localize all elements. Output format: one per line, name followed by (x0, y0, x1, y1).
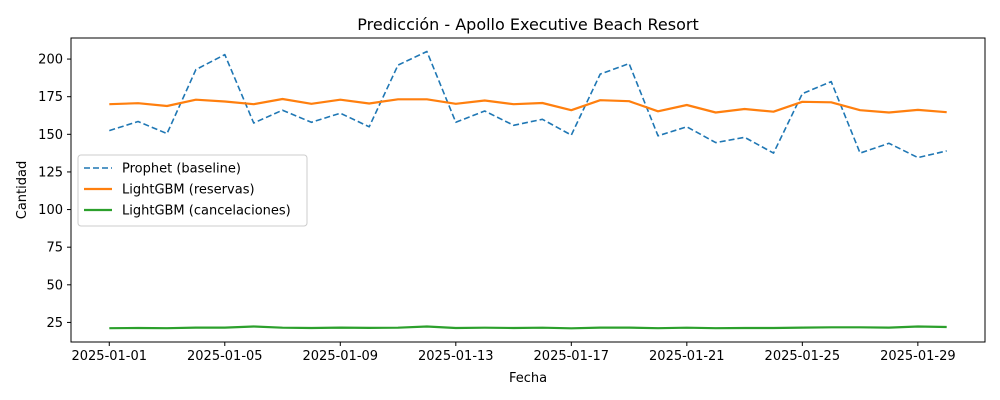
legend-label: LightGBM (cancelaciones) (122, 204, 291, 219)
legend-label: Prophet (baseline) (122, 162, 241, 177)
y-tick-label: 100 (38, 203, 63, 218)
y-tick-label: 75 (46, 241, 63, 256)
x-tick-label: 2025-01-09 (303, 349, 379, 364)
y-tick-label: 175 (38, 90, 63, 105)
y-axis: 25 50 75 100 125 150 175 200 (38, 53, 71, 331)
plot-area (109, 50, 947, 330)
x-tick-label: 2025-01-13 (418, 349, 494, 364)
x-tick-label: 2025-01-17 (534, 349, 610, 364)
plot-frame (70, 37, 986, 343)
legend-label: LightGBM (reservas) (122, 183, 255, 198)
y-tick-label: 125 (38, 165, 63, 180)
y-tick-label: 150 (38, 128, 63, 143)
x-tick-label: 2025-01-05 (187, 349, 263, 364)
series-line-3 (109, 325, 947, 330)
y-axis-label: Cantidad (15, 161, 30, 219)
chart-title: Predicción - Apollo Executive Beach Reso… (357, 15, 698, 34)
x-tick-label: 2025-01-01 (71, 349, 147, 364)
legend: Prophet (baseline) LightGBM (reservas) Lig… (77, 154, 308, 227)
y-tick-label: 50 (46, 278, 63, 293)
legend-box (77, 154, 308, 227)
x-axis-label: Fecha (509, 371, 547, 386)
y-tick-label: 200 (38, 53, 63, 68)
y-tick-label: 25 (46, 316, 63, 331)
x-tick-label: 2025-01-21 (649, 349, 725, 364)
x-tick-label: 2025-01-29 (880, 349, 956, 364)
x-tick-label: 2025-01-25 (765, 349, 841, 364)
series-line-2 (109, 97, 947, 114)
x-axis: 2025-01-01 2025-01-05 2025-01-09 2025-01-13… (71, 342, 956, 364)
series-line-1 (109, 50, 947, 159)
